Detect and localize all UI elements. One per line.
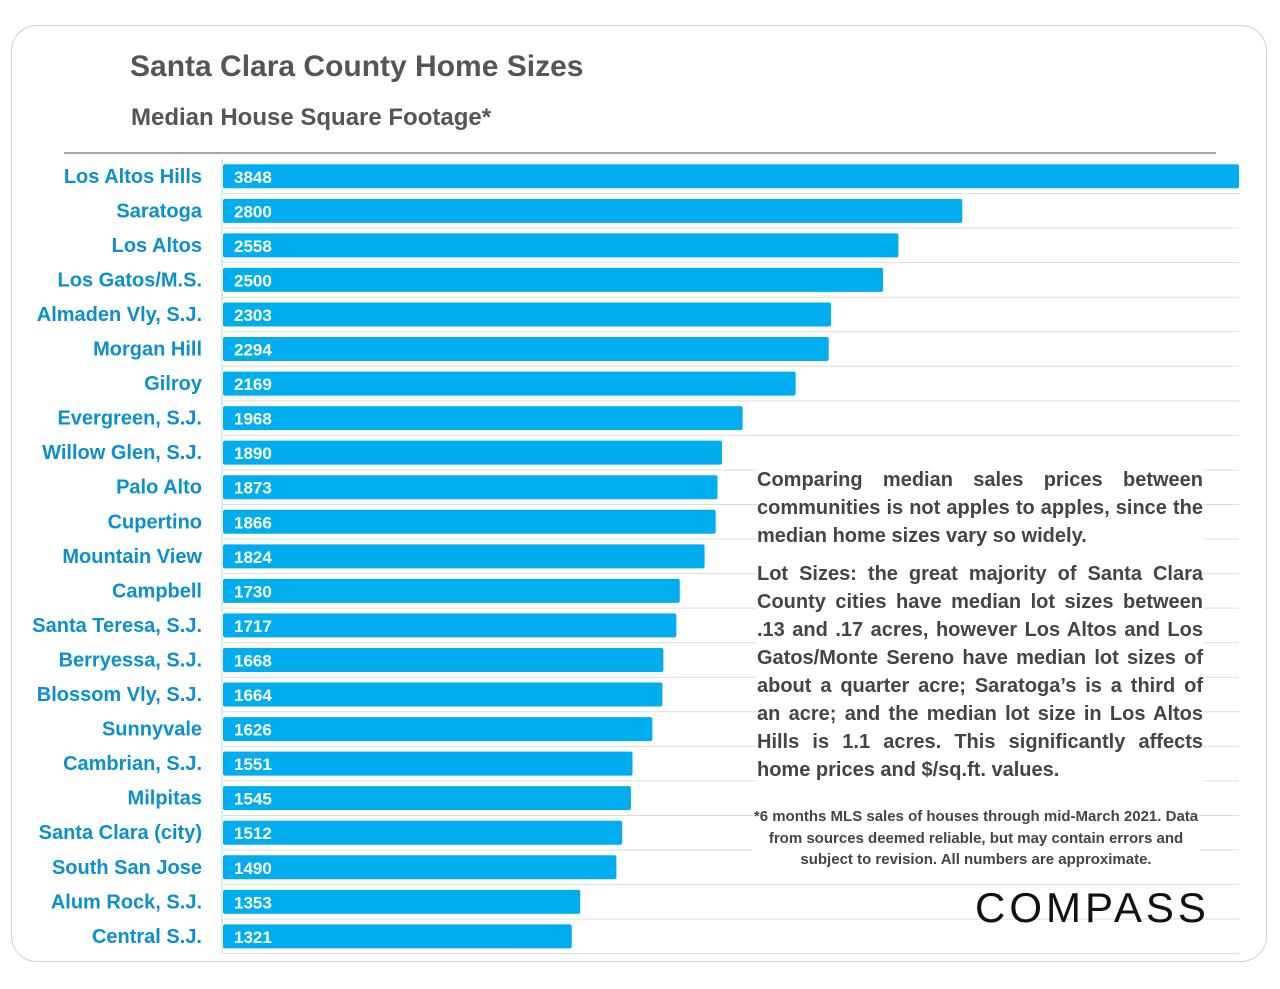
data-label: 1664 [234,686,272,705]
data-label: 3848 [234,168,272,187]
chart-subtitle: Median House Square Footage* [131,104,492,131]
category-label: Cambrian, S.J. [63,753,202,775]
category-label: Saratoga [116,200,202,222]
category-label: Sunnyvale [102,719,202,741]
category-label: Los Altos [112,235,202,257]
data-label: 1890 [234,444,272,463]
bar [223,164,1239,189]
category-label: Gilroy [144,373,203,395]
bar [223,820,623,845]
category-label: Campbell [112,580,202,602]
bar [223,509,716,534]
comparison-note: Comparing median sales prices between co… [757,466,1203,550]
category-label: Alum Rock, S.J. [51,891,202,913]
data-label: 2169 [234,375,272,394]
data-label: 2500 [234,271,272,290]
data-label: 1873 [234,479,272,498]
bar [223,475,718,500]
bar [223,682,663,707]
data-label: 2800 [234,202,272,221]
category-label: Cupertino [108,511,202,533]
bar [223,647,664,672]
bar [223,371,796,396]
bar [223,578,680,603]
category-label: Mountain View [62,546,202,568]
bar [223,198,963,223]
bar [223,613,677,638]
data-label: 1545 [234,790,272,809]
category-label: Willow Glen, S.J. [42,442,202,464]
compass-logo: COMPASS [975,884,1210,931]
category-label: Santa Clara (city) [39,822,202,844]
bar [223,544,705,569]
lot-sizes-note: Lot Sizes: the great majority of Santa C… [757,560,1203,784]
data-label: 1968 [234,410,272,429]
data-label: 1866 [234,513,272,532]
category-label: Central S.J. [92,926,202,948]
bar [223,440,723,465]
category-label: Palo Alto [116,477,202,499]
category-label: Blossom Vly, S.J. [37,684,202,706]
chart-title: Santa Clara County Home Sizes [130,50,584,83]
category-label: Los Gatos/M.S. [58,269,202,291]
category-label: Milpitas [128,788,202,810]
category-label: Evergreen, S.J. [57,408,202,430]
bar [223,233,899,258]
data-label: 1512 [234,824,272,843]
data-label: 1551 [234,755,272,774]
category-label: Santa Teresa, S.J. [32,615,202,637]
category-label: Almaden Vly, S.J. [37,304,202,326]
data-label: 2303 [234,306,272,325]
data-label: 1730 [234,582,272,601]
data-label: 1626 [234,721,272,740]
data-label: 1490 [234,859,272,878]
data-label: 2294 [234,341,272,360]
bar [223,717,653,742]
data-label: 1824 [234,548,272,567]
bar [223,267,884,292]
bar [223,302,832,327]
bar [223,889,581,914]
category-label: Los Altos Hills [64,166,202,188]
bar [223,751,633,776]
category-label: Berryessa, S.J. [59,649,202,671]
footnote: *6 months MLS sales of houses through mi… [752,806,1200,871]
bar [223,855,617,880]
bar [223,924,572,949]
data-label: 1717 [234,617,272,636]
data-label: 1321 [234,928,272,947]
data-label: 2558 [234,237,272,256]
data-label: 1668 [234,651,272,670]
bar [223,406,743,431]
bar [223,337,829,362]
category-label: Morgan Hill [93,339,202,361]
data-label: 1353 [234,893,272,912]
bar [223,786,631,811]
category-label: South San Jose [52,857,202,879]
